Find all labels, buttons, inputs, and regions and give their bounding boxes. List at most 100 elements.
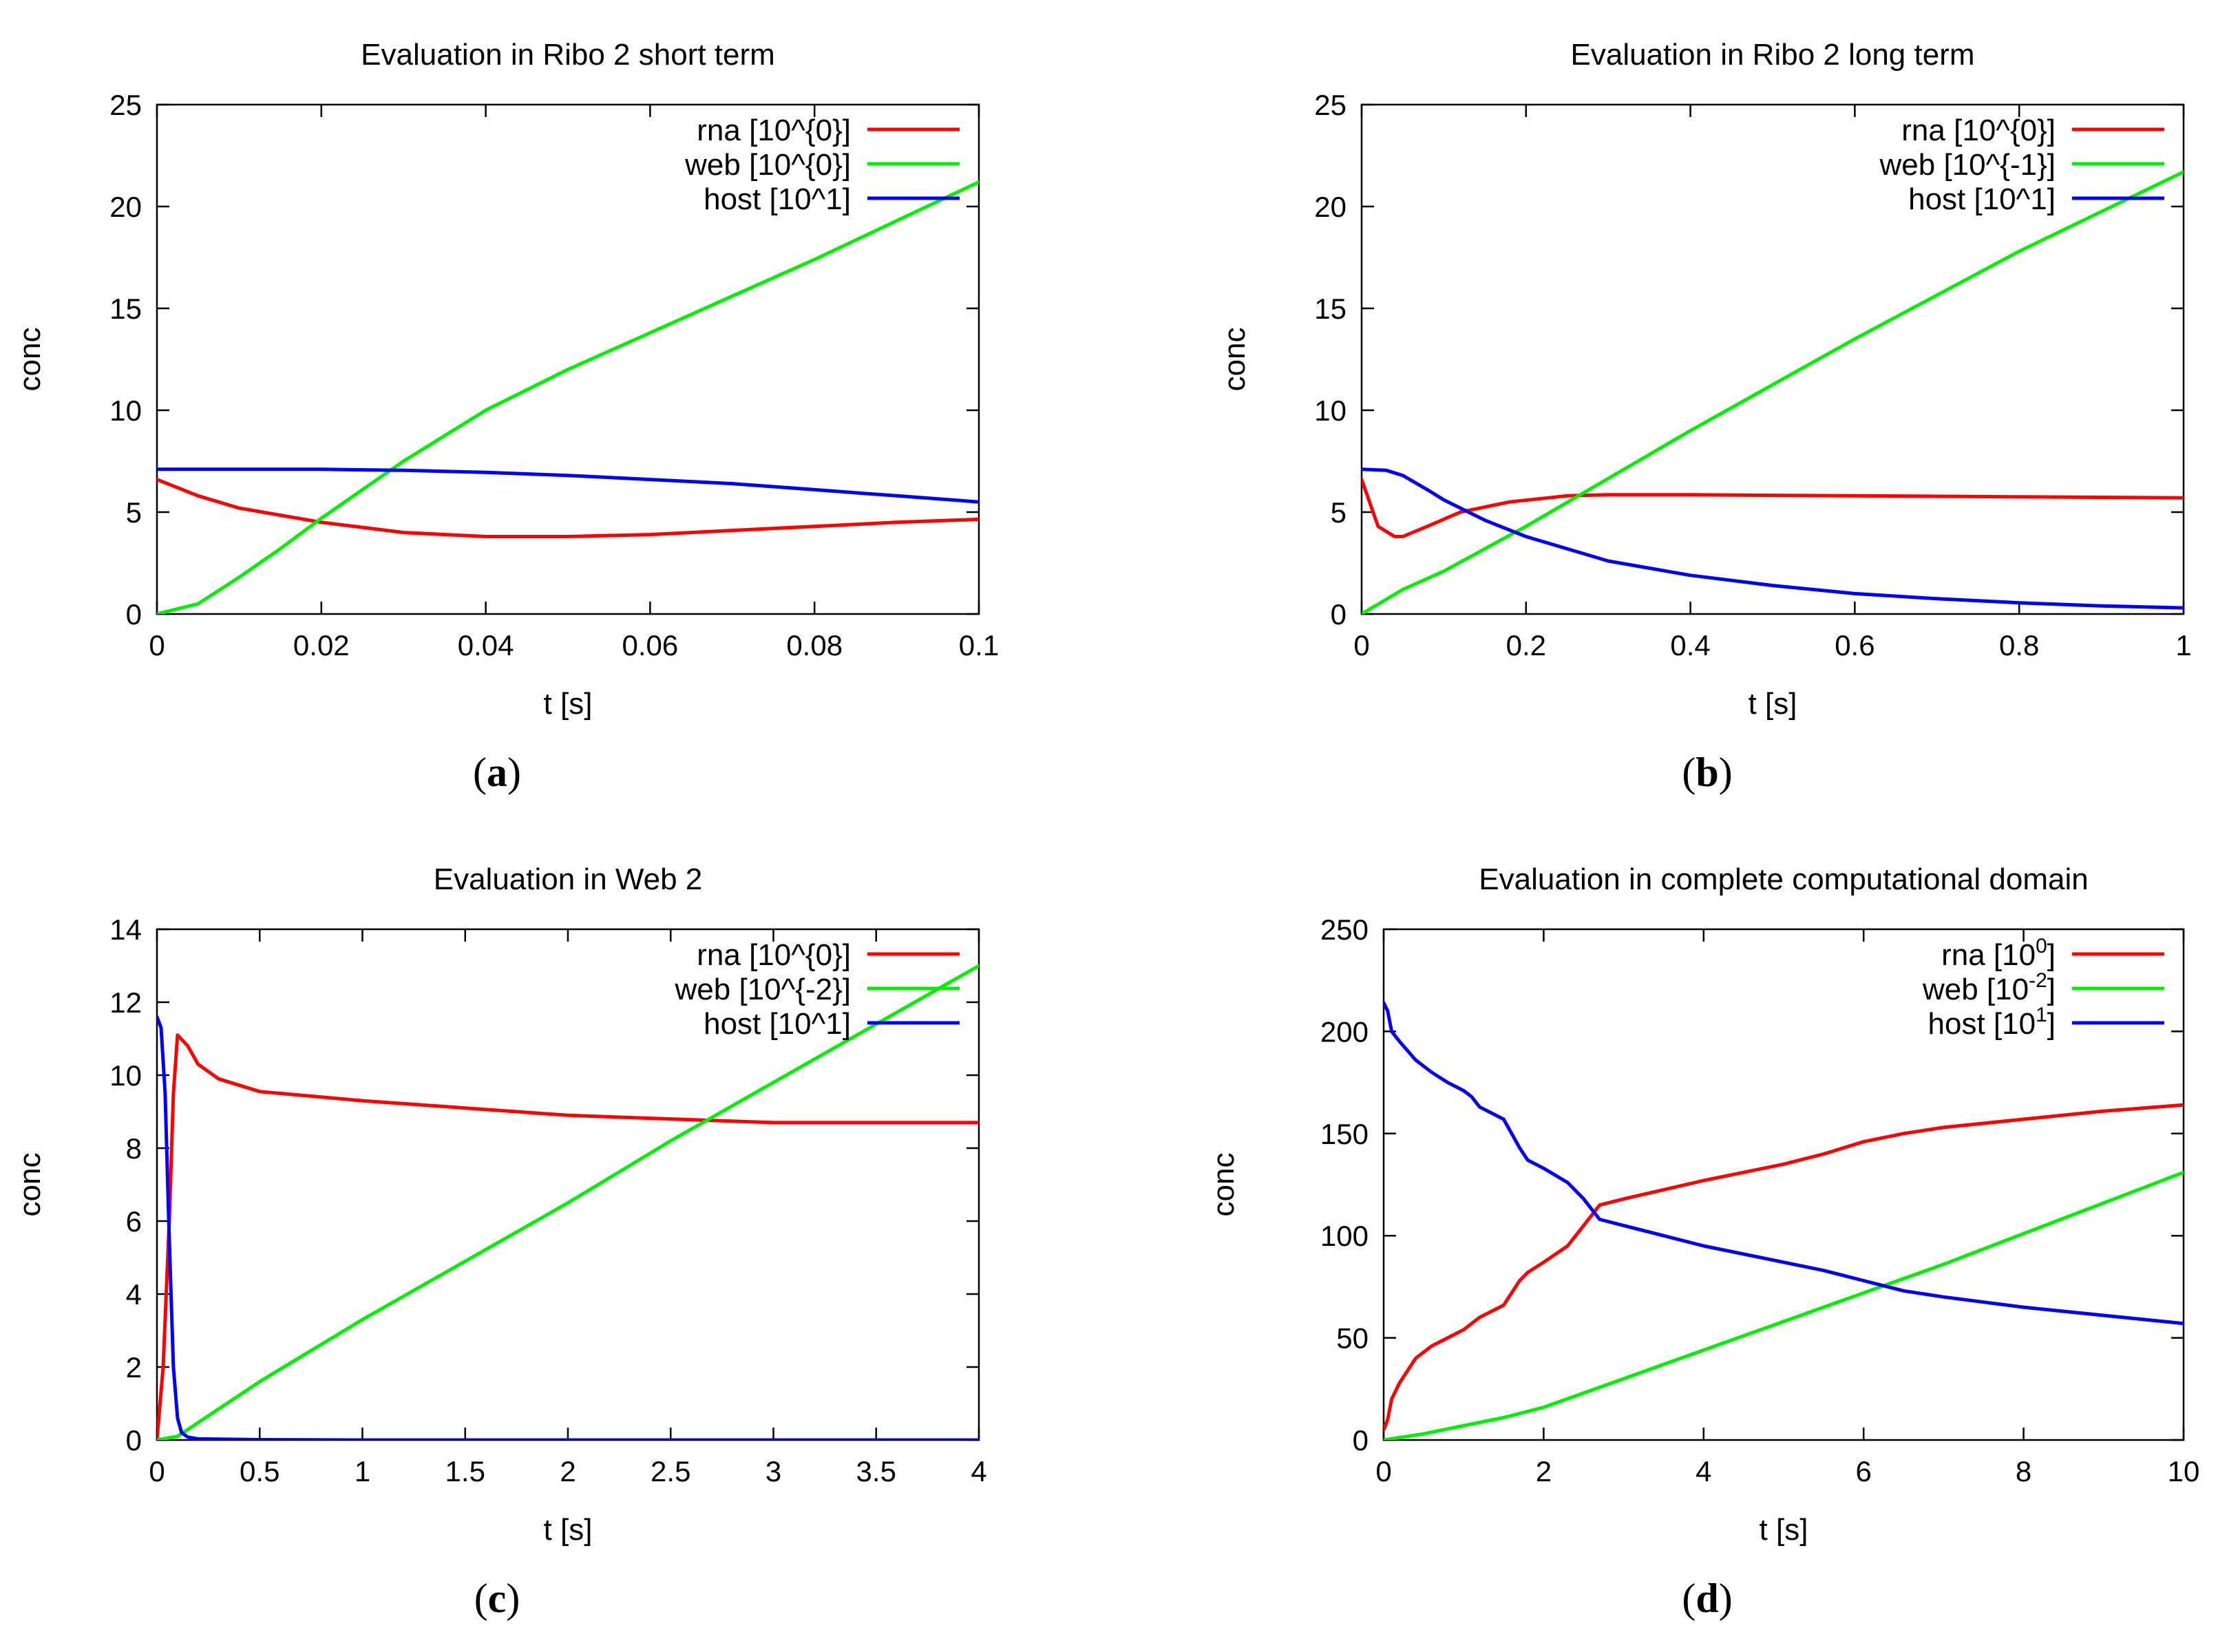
y-tick-label: 0 (1331, 598, 1346, 631)
x-tick-label: 2.5 (651, 1455, 690, 1487)
series-line-rna (1362, 478, 2184, 538)
x-tick-label: 0.2 (1506, 629, 1546, 661)
caption-close-paren: ) (1719, 1576, 1733, 1621)
series-line-web (157, 964, 979, 1440)
x-tick-label: 0.08 (786, 629, 843, 661)
legend-label-exponent: 0 (2036, 935, 2047, 957)
x-axis-label: t [s] (544, 1513, 593, 1547)
panel-caption: (a) (473, 750, 521, 795)
x-tick-label: 2 (1536, 1455, 1552, 1487)
panel-b: Evaluation in Ribo 2 long term 0 0.2 0.4 0.6… (1218, 38, 2192, 795)
y-tick-label: 20 (1314, 191, 1346, 223)
legend-label: host [10^1] (704, 182, 851, 216)
legend-label: web [10^{-1}] (1879, 148, 2056, 182)
plot-frame (1382, 928, 2185, 1441)
series-line-rna (157, 478, 979, 538)
y-tick-label: 10 (1314, 394, 1346, 427)
caption-close-paren: ) (507, 750, 521, 795)
panel-d: Evaluation in complete computational dom… (1207, 862, 2199, 1621)
legend-label-exponent: -2 (2029, 969, 2047, 992)
legend-label: rna [10^{0}] (697, 938, 851, 972)
plot-frame (156, 928, 980, 1441)
y-tick-label: 15 (109, 293, 142, 325)
x-tick-label: 0.04 (458, 629, 514, 661)
legend-label: rna [10^{0}] (697, 114, 851, 147)
x-tick-label: 0.6 (1835, 629, 1874, 661)
legend-label-base: web [10 (1922, 973, 2029, 1006)
panel-caption: (d) (1682, 1576, 1732, 1621)
legend-label-close: ] (2047, 973, 2056, 1006)
x-tick-label: 0 (1375, 1455, 1391, 1487)
y-tick-label: 20 (109, 191, 142, 223)
caption-open-paren: ( (1682, 1576, 1696, 1621)
caption-close-paren: ) (1719, 750, 1733, 795)
y-axis-label: conc (13, 328, 47, 392)
y-tick-label: 6 (126, 1205, 142, 1238)
x-tick-label: 1.5 (445, 1455, 485, 1487)
y-tick-label: 12 (109, 986, 142, 1019)
y-tick-label: 0 (1353, 1424, 1369, 1457)
x-tick-label: 1 (355, 1455, 370, 1487)
caption-open-paren: ( (473, 750, 487, 795)
y-tick-label: 10 (109, 394, 142, 427)
series-line-rna (1384, 1103, 2184, 1432)
x-tick-label: 6 (1856, 1455, 1872, 1487)
x-tick-label: 2 (560, 1455, 575, 1487)
caption-letter: c (488, 1576, 507, 1621)
x-tick-label: 8 (2016, 1455, 2031, 1487)
y-axis-label: conc (1218, 328, 1251, 392)
x-tick-label: 0.4 (1670, 629, 1710, 661)
legend-label-close: ] (2047, 1007, 2056, 1041)
legend-label-close: ] (2047, 938, 2056, 972)
y-tick-label: 14 (109, 913, 142, 946)
caption-open-paren: ( (474, 1576, 488, 1621)
caption-close-paren: ) (506, 1576, 520, 1621)
x-tick-label: 4 (971, 1455, 986, 1487)
x-axis-label: t [s] (544, 687, 593, 721)
legend-label: rna [10^{0}] (1901, 114, 2056, 147)
y-tick-label: 25 (109, 89, 142, 121)
y-tick-label: 8 (126, 1132, 142, 1165)
caption-letter: b (1696, 750, 1718, 795)
series-line-rna (157, 1033, 979, 1440)
x-tick-label: 0 (149, 1455, 165, 1487)
x-tick-label: 3 (765, 1455, 781, 1487)
caption-letter: d (1696, 1576, 1718, 1621)
chart-title: Evaluation in Ribo 2 long term (1571, 38, 1975, 72)
x-tick-label: 3.5 (856, 1455, 896, 1487)
legend-label: web [10^{0}] (684, 148, 851, 182)
legend-label: host [10^1] (1908, 182, 2056, 216)
series-line-web (1384, 1170, 2184, 1440)
x-axis-label: t [s] (1760, 1513, 1808, 1547)
series-line-host (157, 467, 979, 504)
x-tick-label: 0.8 (1999, 629, 2039, 661)
series-line-web (1362, 170, 2184, 614)
y-tick-label: 100 (1320, 1220, 1369, 1252)
panel-a: Evaluation in Ribo 2 short term 0 0.02 0.04… (13, 38, 999, 795)
panel-caption: (b) (1682, 750, 1732, 795)
plot-frame (156, 103, 980, 615)
legend-label: web [10^{-2}] (675, 973, 852, 1006)
x-tick-label: 4 (1696, 1455, 1711, 1487)
series-line-host (157, 1015, 979, 1440)
chart-title: Evaluation in complete computational dom… (1479, 862, 2088, 896)
chart-title: Evaluation in Ribo 2 short term (361, 38, 775, 72)
chart-title: Evaluation in Web 2 (434, 862, 703, 896)
caption-letter: a (487, 750, 507, 795)
caption-open-paren: ( (1682, 750, 1696, 795)
x-tick-label: 0 (1353, 629, 1369, 661)
y-tick-label: 0 (126, 1424, 142, 1457)
y-tick-label: 15 (1314, 293, 1346, 325)
y-axis-label: conc (1207, 1153, 1240, 1217)
legend-label: rna [100] (1941, 935, 2056, 972)
legend-label: host [10^1] (704, 1007, 851, 1041)
x-tick-label: 0.1 (959, 629, 999, 661)
y-tick-label: 2 (126, 1351, 142, 1384)
y-tick-label: 5 (126, 496, 142, 529)
y-tick-label: 4 (126, 1278, 142, 1311)
x-tick-label: 0.06 (622, 629, 679, 661)
panel-c: Evaluation in Web 2 0 0.5 1 1.5 2 2.5 3 3.5 4 0 2 4 6… (13, 862, 987, 1621)
legend-label: web [10-2] (1922, 969, 2056, 1006)
y-tick-label: 25 (1314, 89, 1346, 121)
